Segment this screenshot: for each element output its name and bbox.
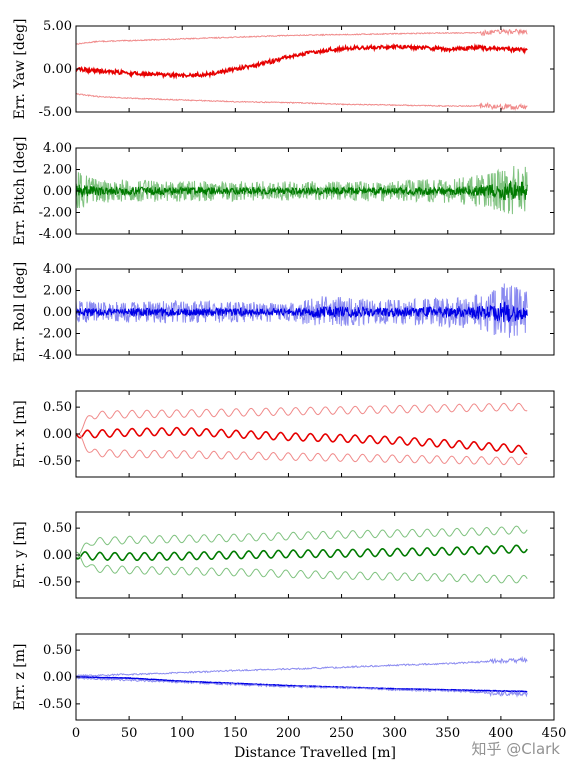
- upper-bound-line: [76, 655, 528, 678]
- y-tick-label: -0.50: [39, 697, 72, 712]
- axes-frame: [75, 633, 555, 721]
- y-tick-label: 0.50: [43, 643, 72, 658]
- upper-bound-line: [76, 402, 528, 435]
- y-tick-label: 2.00: [43, 163, 72, 178]
- x-tick-label: 450: [542, 726, 567, 741]
- x-tick-label: 350: [435, 726, 460, 741]
- y-tick-label: -5.00: [39, 105, 72, 120]
- x-axis-label: Distance Travelled [m]: [234, 745, 396, 761]
- panel-3: -4.00 -2.00 0.00 2.00 4.00 Err. Roll [deg]: [12, 262, 555, 363]
- plot-area: [76, 655, 528, 698]
- y-tick-label: 5.00: [43, 19, 72, 34]
- plot-area: [76, 402, 528, 466]
- y-tick-label: -0.50: [39, 454, 72, 469]
- y-axis-label: Err. Roll [deg]: [12, 262, 28, 362]
- y-tick-label: 4.00: [43, 262, 72, 277]
- x-tick-label: 250: [329, 726, 354, 741]
- upper-bound-line: [76, 28, 528, 45]
- y-tick-label: 0.00: [43, 305, 72, 320]
- panel-1: -5.00 0.00 5.00 Err. Yaw [deg]: [12, 18, 555, 120]
- panel-2: -4.00 -2.00 0.00 2.00 4.00 Err. Pitch [deg]: [12, 137, 555, 246]
- panel-4: -0.50 0.00 0.50 Err. x [m]: [12, 390, 555, 478]
- plot-area: [76, 28, 528, 112]
- error-line: [76, 675, 528, 693]
- lower-bound-line: [76, 92, 528, 112]
- y-tick-label: -4.00: [39, 227, 72, 242]
- y-axis-label: Err. Pitch [deg]: [12, 137, 28, 246]
- plot-area: [76, 283, 528, 338]
- y-tick-label: 0.00: [43, 427, 72, 442]
- panel-6: -0.50 0.00 0.50 0 50 100 150 200 250 300 350 400 450…: [12, 633, 567, 761]
- y-tick-label: -2.00: [39, 206, 72, 221]
- axes-frame: [75, 25, 555, 113]
- measurement-noise-line: [76, 283, 528, 338]
- axes-frame: [75, 390, 555, 478]
- y-axis-label: Err. z [m]: [12, 644, 28, 711]
- y-tick-label: 0.00: [43, 184, 72, 199]
- x-tick-label: 300: [382, 726, 407, 741]
- y-tick-label: 0.00: [43, 62, 72, 77]
- y-tick-label: -4.00: [39, 348, 72, 363]
- lower-bound-line: [76, 551, 528, 584]
- y-tick-label: 0.50: [43, 521, 72, 536]
- y-tick-label: 2.00: [43, 284, 72, 299]
- lower-bound-line: [76, 433, 528, 466]
- plot-area: [76, 525, 528, 584]
- error-line: [76, 301, 528, 323]
- lower-bound-line: [76, 676, 528, 698]
- y-tick-label: 4.00: [43, 141, 72, 156]
- y-tick-label: 0.00: [43, 670, 72, 685]
- x-tick-label: 0: [72, 726, 80, 741]
- y-tick-label: 0.50: [43, 400, 72, 415]
- y-axis-label: Err. Yaw [deg]: [12, 18, 28, 119]
- panel-5: -0.50 0.00 0.50 Err. y [m]: [12, 511, 555, 599]
- y-tick-label: -0.50: [39, 575, 72, 590]
- x-tick-label: 100: [170, 726, 195, 741]
- watermark-text: 知乎 @Clark: [471, 740, 560, 758]
- x-tick-label: 400: [488, 726, 513, 741]
- x-tick-label: 50: [121, 726, 138, 741]
- x-tick-label: 150: [223, 726, 248, 741]
- error-line: [76, 43, 528, 80]
- y-axis-label: Err. x [m]: [12, 400, 28, 468]
- x-tick-label: 200: [276, 726, 301, 741]
- plot-area: [76, 165, 528, 215]
- error-line: [76, 544, 528, 562]
- error-line: [76, 426, 528, 455]
- y-axis-label: Err. y [m]: [12, 521, 28, 589]
- y-tick-label: -2.00: [39, 327, 72, 342]
- upper-bound-line: [76, 525, 528, 559]
- y-tick-label: 0.00: [43, 548, 72, 563]
- error-line: [76, 180, 528, 201]
